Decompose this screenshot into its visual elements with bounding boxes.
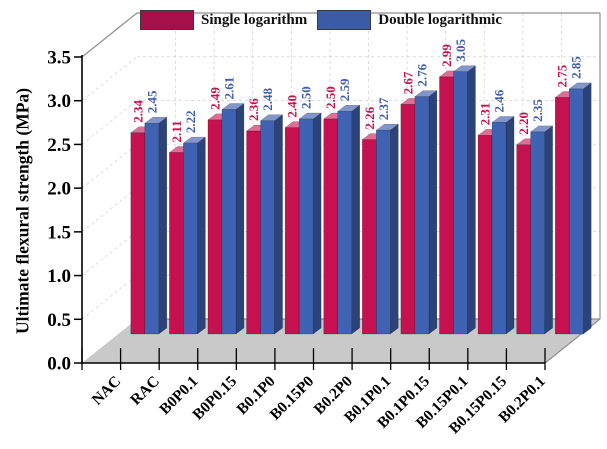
bar-value-label: 2.85 [569,56,584,79]
x-category-label: RAC [127,373,163,409]
bar-double-logarithmic-B0.1P0.15 [452,65,477,335]
bar-value-label: 2.11 [169,120,184,142]
bar-value-label: 2.45 [144,90,159,113]
bar-value-label: 2.37 [376,97,391,120]
y-tick-label: 3.5 [47,47,71,68]
x-category-label: B0.15P0 [267,373,318,424]
bar-double-logarithmic-B0.1P0.1 [414,90,438,335]
y-tick-label: 0.5 [47,310,71,331]
legend: Single logarithm Double logarithmic [140,6,502,34]
y-tick-label: 2.5 [47,135,71,156]
bar-double-logarithmic-B0.15P0 [336,104,361,335]
bar-double-logarithmic-B0.2P0.1 [568,82,592,335]
legend-swatch-double-logarithmic [317,10,372,30]
bar-value-label: 2.36 [246,98,261,121]
bar-double-logarithmic-B0P0.1 [221,103,245,335]
legend-label-double-logarithmic: Double logarithmic [378,11,503,28]
bar-double-logarithmic-B0.2P0 [375,123,400,335]
bar-double-logarithmic-B0.1P0 [298,112,322,335]
y-tick-label: 1.5 [47,222,71,243]
bar-value-label: 2.46 [492,89,507,112]
bar-value-label: 2.50 [323,86,338,109]
bar-value-label: 2.48 [260,87,275,110]
bar-value-label: 2.20 [516,112,531,135]
bar-value-label: 2.49 [207,87,222,110]
legend-item-single-logarithm: Single logarithm [140,10,307,30]
y-axis-title: Ultimate flexural strength (MPa) [12,87,33,335]
bar-double-logarithmic-B0P0.15 [259,114,284,335]
bar-double-logarithmic-RAC [182,136,207,335]
bar-double-logarithmic-B0.15P0.1 [491,115,515,335]
legend-label-single-logarithm: Single logarithm [201,11,308,28]
legend-item-double-logarithmic: Double logarithmic [317,10,502,30]
bar-value-label: 2.26 [362,106,377,129]
bar-value-label: 2.31 [478,103,493,126]
y-tick-label: 0.0 [47,354,71,375]
bar-value-label: 2.40 [285,95,300,118]
bar-value-label: 2.34 [130,100,145,123]
x-category-label: NAC [89,373,125,409]
bar-value-label: 2.35 [530,99,545,122]
bar-double-logarithmic-B0.15P0.15 [529,125,554,335]
legend-swatch-single-logarithm [140,10,194,30]
bar-value-label: 2.75 [555,64,570,87]
bar-value-label: 2.50 [299,86,314,109]
bar-value-label: 2.76 [414,63,429,86]
y-tick-label: 3.0 [47,91,71,112]
bar-value-label: 2.67 [400,71,415,94]
bar-value-label: 2.61 [221,77,236,100]
left-wall [82,13,137,363]
bar-value-label: 3.05 [453,38,468,61]
bar-value-label: 2.99 [439,44,454,67]
bar-value-label: 2.59 [337,78,352,101]
bar-value-label: 2.22 [183,110,198,133]
bar-double-logarithmic-NAC [144,116,168,335]
y-tick-label: 2.0 [47,179,71,200]
frame-line [81,12,138,58]
x-category-label: B0P0.15 [189,373,240,424]
y-tick-label: 1.0 [47,266,71,287]
